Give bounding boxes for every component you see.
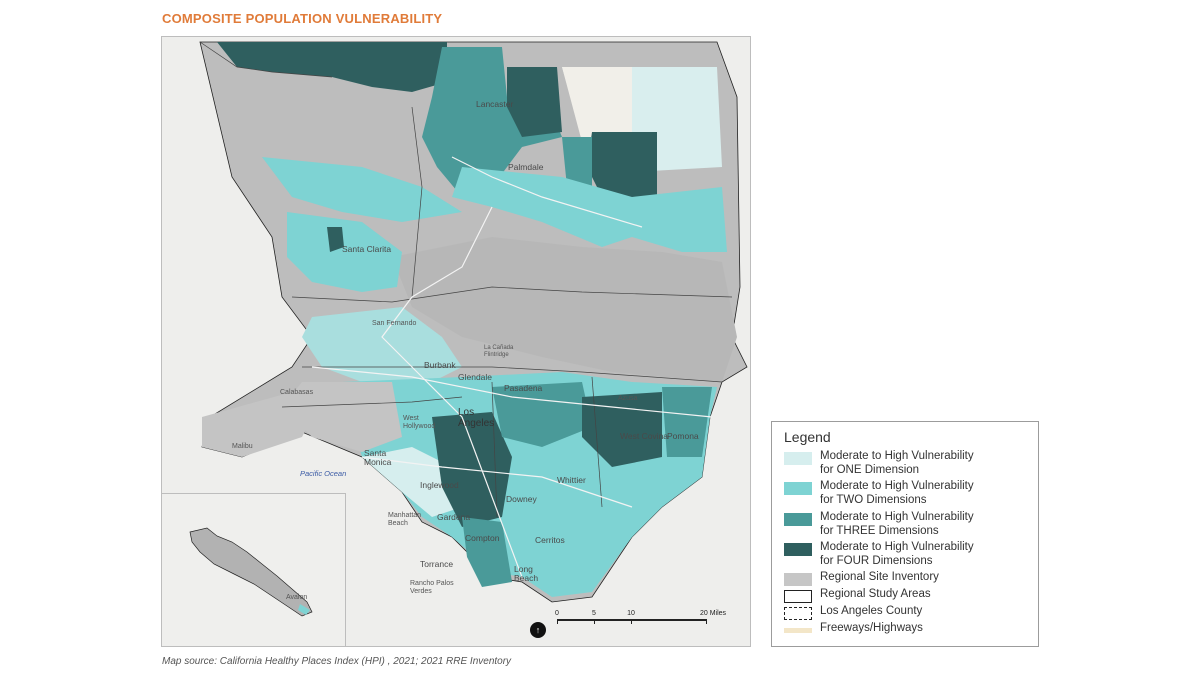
- legend-item-one-dimension: Moderate to High Vulnerability for ONE D…: [784, 450, 974, 477]
- place-label: Inglewood: [420, 480, 459, 490]
- place-label: Rancho Palos Verdes: [410, 580, 454, 595]
- place-label: Palmdale: [508, 162, 544, 172]
- scale-label: 20 Miles: [699, 610, 727, 617]
- place-label: Long Beach: [514, 564, 539, 583]
- legend-label: for TWO Dimensions: [820, 493, 927, 506]
- place-label: Avalon: [286, 594, 308, 601]
- place-label: Gardena: [437, 512, 471, 522]
- catalina-inset: Avalon: [162, 493, 346, 646]
- malibu-gray: [202, 392, 312, 457]
- angeles-forest: [392, 237, 737, 382]
- freeways: [311, 156, 713, 578]
- antelope-four-dim: [507, 67, 562, 137]
- west-two-dim: [262, 157, 462, 222]
- page-title: COMPOSITE POPULATION VULNERABILITY: [162, 11, 443, 26]
- north-arrow-icon: ↑: [530, 622, 546, 638]
- legend-label: Moderate to High Vulnerability: [820, 541, 974, 553]
- scale-bar: 0 5 10 20 Miles: [553, 610, 726, 641]
- legend-swatch: [784, 628, 812, 633]
- legend-label: Freeways/Highways: [820, 622, 923, 634]
- legend: Legend Moderate to High Vulnerability fo…: [771, 421, 1039, 647]
- desert-white: [562, 67, 632, 142]
- scale-label: 10: [627, 610, 635, 617]
- catalina-inset-map: [189, 527, 313, 617]
- santa-clarita-four-dim: [327, 227, 344, 252]
- palmdale-three-dim: [562, 137, 592, 187]
- legend-label: Regional Study Areas: [820, 588, 931, 600]
- place-label: Pomona: [667, 431, 699, 441]
- catalina-island: [189, 527, 313, 617]
- legend-swatch: [784, 590, 812, 603]
- legend-label: for FOUR Dimensions: [820, 554, 933, 567]
- place-label: Santa Monica: [364, 448, 392, 467]
- legend-title: Legend: [784, 429, 831, 445]
- scale-label: 5: [592, 610, 596, 617]
- place-label: Los Angeles: [458, 407, 495, 429]
- place-label: Calabasas: [280, 389, 314, 396]
- place-label: Manhattan Beach: [388, 512, 422, 527]
- scale-label: 0: [555, 610, 559, 617]
- legend-item-regional-study-areas: Regional Study Areas: [784, 588, 931, 603]
- map-source-caption: Map source: California Healthy Places In…: [162, 656, 512, 667]
- place-label: Glendale: [458, 372, 493, 382]
- covina-four-dim: [582, 392, 662, 467]
- legend-swatch: [784, 573, 812, 586]
- palmdale-four-dim: [587, 132, 657, 197]
- legend-swatch: [784, 482, 812, 495]
- place-label: Burbank: [424, 360, 456, 370]
- ocean-label: Pacific Ocean: [300, 469, 347, 478]
- legend-label: Moderate to High Vulnerability: [820, 480, 974, 492]
- westside-gray: [282, 382, 402, 452]
- place-label: Whittier: [557, 475, 586, 485]
- harbor-three-dim: [462, 517, 512, 587]
- place-label: Azusa: [618, 395, 638, 402]
- north-four-dim: [217, 42, 447, 92]
- basin-one-dim: [362, 447, 462, 517]
- regional-study-areas: [199, 41, 733, 518]
- place-label: San Fernando: [372, 320, 417, 327]
- legend-item-two-dimensions: Moderate to High Vulnerability for TWO D…: [784, 480, 974, 507]
- legend-item-four-dimensions: Moderate to High Vulnerability for FOUR …: [784, 541, 974, 568]
- place-label: Cerritos: [535, 535, 565, 545]
- legend-item-freeways: Freeways/Highways: [784, 622, 923, 636]
- catalina-two-dim: [298, 604, 310, 615]
- legend-label: Moderate to High Vulnerability: [820, 450, 974, 462]
- legend-label: Moderate to High Vulnerability: [820, 511, 974, 523]
- map-canvas[interactable]: [162, 37, 750, 646]
- legend-label: for THREE Dimensions: [820, 524, 939, 537]
- santa-clarita-two-dim: [287, 212, 402, 292]
- place-label: Torrance: [420, 559, 454, 569]
- east-la-three-dim: [492, 382, 592, 447]
- legend-swatch: [784, 513, 812, 526]
- map-panel[interactable]: Lancaster Palmdale Santa Clarita San Fer…: [161, 36, 751, 647]
- pomona-three-dim: [662, 387, 712, 457]
- place-label: Santa Clarita: [342, 244, 392, 254]
- legend-label: Regional Site Inventory: [820, 571, 939, 583]
- place-label: Pasadena: [504, 383, 543, 393]
- legend-swatch: [784, 543, 812, 556]
- legend-swatch: [784, 607, 812, 620]
- place-label: Malibu: [232, 443, 253, 450]
- legend-swatch: [784, 452, 812, 465]
- place-label: Compton: [465, 533, 500, 543]
- sfv-mixed: [302, 307, 462, 382]
- legend-item-los-angeles-county: Los Angeles County: [784, 605, 922, 620]
- place-label: Downey: [506, 494, 537, 504]
- place-label: Lancaster: [476, 99, 514, 109]
- legend-item-three-dimensions: Moderate to High Vulnerability for THREE…: [784, 511, 974, 538]
- place-label: La Cañada Flintridge: [484, 345, 514, 358]
- place-label: West Hollywood: [403, 415, 436, 430]
- legend-item-regional-site-inventory: Regional Site Inventory: [784, 571, 939, 586]
- legend-label: for ONE Dimension: [820, 463, 920, 476]
- place-label: West Covina: [620, 431, 669, 441]
- legend-label: Los Angeles County: [820, 605, 923, 617]
